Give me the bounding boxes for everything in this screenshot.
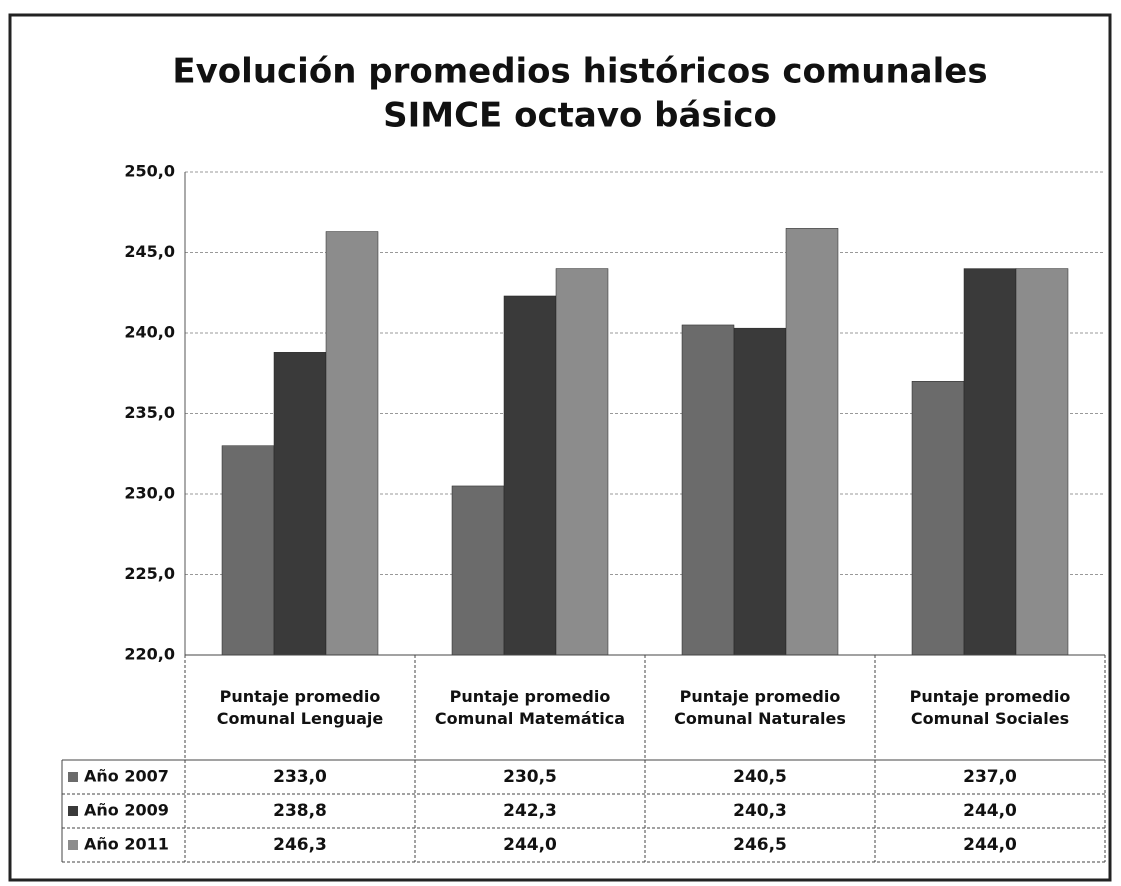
y-tick-label: 220,0	[124, 645, 175, 664]
bar	[503, 295, 557, 656]
chart-title: Evolución promedios históricos comunales	[172, 52, 987, 92]
legend-label: Año 2007	[84, 767, 169, 786]
value-label: 244,0	[503, 835, 557, 855]
bar	[733, 327, 787, 656]
bar	[1015, 268, 1069, 656]
category-label: Puntaje promedio Comunal Matemática	[434, 686, 626, 728]
y-tick-label: 250,0	[124, 162, 175, 181]
category-label: Puntaje promedio Comunal Sociales	[909, 686, 1071, 728]
value-label: 237,0	[963, 767, 1017, 787]
y-tick-label: 235,0	[124, 403, 175, 422]
legend-label: Año 2011	[84, 835, 169, 854]
bar	[273, 352, 327, 656]
y-tick-label: 240,0	[124, 323, 175, 342]
value-label: 238,8	[273, 801, 327, 821]
value-label: 230,5	[503, 767, 557, 787]
value-label: 240,3	[733, 801, 787, 821]
value-label: 240,5	[733, 767, 787, 787]
category-label: Puntaje promedio Comunal Lenguaje	[216, 686, 384, 728]
value-label: 244,0	[963, 835, 1017, 855]
bar	[681, 324, 735, 656]
legend-key	[68, 772, 78, 782]
chart-title: SIMCE octavo básico	[383, 96, 777, 136]
bar	[325, 231, 379, 656]
legend-key	[68, 840, 78, 850]
legend-label: Año 2009	[84, 801, 169, 820]
value-label: 246,5	[733, 835, 787, 855]
bar	[451, 485, 505, 656]
bar	[963, 268, 1017, 656]
y-tick-label: 225,0	[124, 564, 175, 583]
y-tick-label: 245,0	[124, 242, 175, 261]
value-label: 233,0	[273, 767, 327, 787]
bar	[911, 381, 965, 656]
category-label: Puntaje promedio Comunal Naturales	[674, 686, 846, 728]
chart-border	[8, 13, 1112, 882]
bar	[221, 445, 275, 656]
value-label: 242,3	[503, 801, 557, 821]
legend-key	[68, 806, 78, 816]
bar	[555, 268, 609, 656]
y-tick-label: 230,0	[124, 484, 175, 503]
bar	[785, 228, 839, 656]
value-label: 246,3	[273, 835, 327, 855]
value-label: 244,0	[963, 801, 1017, 821]
